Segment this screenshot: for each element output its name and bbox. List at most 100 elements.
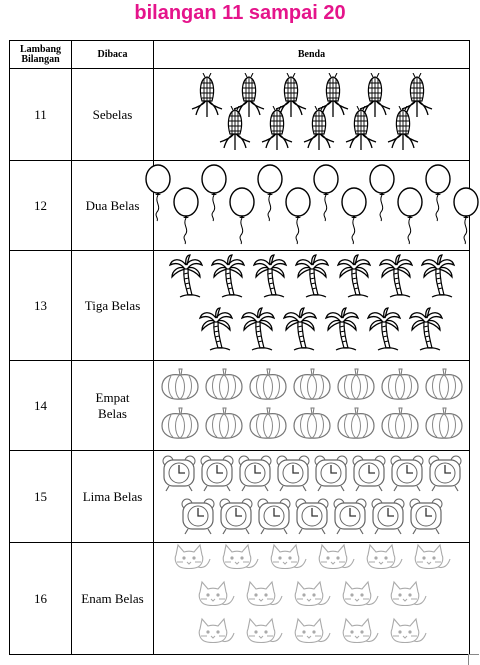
alarm-clock-icon [351, 454, 387, 497]
corn-icon [314, 72, 352, 124]
corn-icon [230, 72, 268, 124]
corn-icon [384, 105, 422, 157]
corn-icon [216, 105, 254, 157]
alarm-clock-icon [218, 497, 254, 540]
palm-tree-icon [420, 253, 456, 306]
table-row: 11 Sebelas [9, 68, 470, 161]
pumpkin-icon [292, 367, 332, 406]
alarm-clock-icon [294, 497, 330, 540]
alarm-clock-icon [427, 454, 463, 497]
page-corner-mark [468, 654, 479, 665]
word-cell: Dua Belas [71, 160, 154, 251]
corn-icon [342, 105, 380, 157]
alarm-clock-icon [370, 497, 406, 540]
alarm-clock-icon [256, 497, 292, 540]
number-cell: 11 [9, 68, 72, 161]
table-row: 15 Lima Belas [9, 450, 470, 543]
palm-tree-icon [168, 253, 204, 306]
palm-tree-icon [210, 253, 246, 306]
alarm-clock-icon [161, 454, 197, 497]
palm-tree-icon [324, 306, 360, 359]
pumpkin-icon [160, 406, 200, 445]
number-cell: 14 [9, 360, 72, 451]
corn-icon [272, 72, 310, 124]
balloon-icon [396, 187, 424, 250]
pumpkin-icon [248, 406, 288, 445]
cat-icon [196, 580, 236, 617]
cat-icon [292, 580, 332, 617]
objects-line [196, 580, 428, 617]
number-cell: 12 [9, 160, 72, 251]
alarm-clock-icon [275, 454, 311, 497]
number-cell: 16 [9, 542, 72, 655]
cat-icon [196, 617, 236, 654]
word-cell: Lima Belas [71, 450, 154, 543]
balloon-icon [144, 164, 172, 227]
palm-tree-icon [366, 306, 402, 359]
page-title: bilangan 11 sampai 20 [134, 2, 346, 24]
cat-icon [172, 543, 212, 580]
balloon-icon [172, 187, 200, 250]
objects-line [172, 543, 452, 580]
balloon-icon [340, 187, 368, 250]
balloon-icon [256, 164, 284, 227]
pumpkin-icon [160, 367, 200, 406]
balloon-icon [452, 187, 480, 250]
corn-icon [398, 72, 436, 124]
alarm-clock-icon [313, 454, 349, 497]
objects-line [144, 161, 480, 250]
objects-cell [153, 68, 470, 161]
palm-tree-icon [378, 253, 414, 306]
pumpkin-icon [380, 367, 420, 406]
objects-cell [153, 360, 470, 451]
header-read: Dibaca [71, 40, 154, 69]
pumpkin-icon [292, 406, 332, 445]
corn-icon [300, 105, 338, 157]
table-row: 16 Enam Belas [9, 542, 470, 655]
objects-line [198, 306, 444, 359]
cat-icon [388, 580, 428, 617]
cat-icon [340, 580, 380, 617]
balloon-icon [228, 187, 256, 250]
alarm-clock-icon [199, 454, 235, 497]
alarm-clock-icon [389, 454, 425, 497]
cat-icon [388, 617, 428, 654]
cat-icon [244, 617, 284, 654]
palm-tree-icon [294, 253, 330, 306]
objects-line [160, 406, 464, 445]
alarm-clock-icon [332, 497, 368, 540]
objects-line [216, 105, 422, 157]
objects-line [168, 253, 456, 306]
cat-icon [220, 543, 260, 580]
balloon-icon [200, 164, 228, 227]
objects-line [160, 367, 464, 406]
word-cell: Tiga Belas [71, 250, 154, 361]
header-objects: Benda [153, 40, 470, 69]
word-cell: Enam Belas [71, 542, 154, 655]
pumpkin-icon [336, 367, 376, 406]
pumpkin-icon [204, 406, 244, 445]
pumpkin-icon [248, 367, 288, 406]
table-row: 13 Tiga Belas [9, 250, 470, 361]
cat-icon [364, 543, 404, 580]
header-number: Lambang Bilangan [9, 40, 72, 69]
word-cell: Sebelas [71, 68, 154, 161]
palm-tree-icon [198, 306, 234, 359]
objects-line [180, 497, 444, 540]
palm-tree-icon [240, 306, 276, 359]
cat-icon [412, 543, 452, 580]
table-row: 12 Dua Belas [9, 160, 479, 251]
pumpkin-icon [336, 406, 376, 445]
palm-tree-icon [252, 253, 288, 306]
cat-icon [316, 543, 356, 580]
pumpkin-icon [424, 406, 464, 445]
objects-cell [153, 250, 470, 361]
palm-tree-icon [336, 253, 372, 306]
objects-cell [144, 160, 479, 251]
objects-line [196, 617, 428, 654]
objects-line [161, 454, 463, 497]
objects-cell [153, 542, 470, 655]
alarm-clock-icon [237, 454, 273, 497]
objects-line [188, 72, 436, 124]
palm-tree-icon [282, 306, 318, 359]
